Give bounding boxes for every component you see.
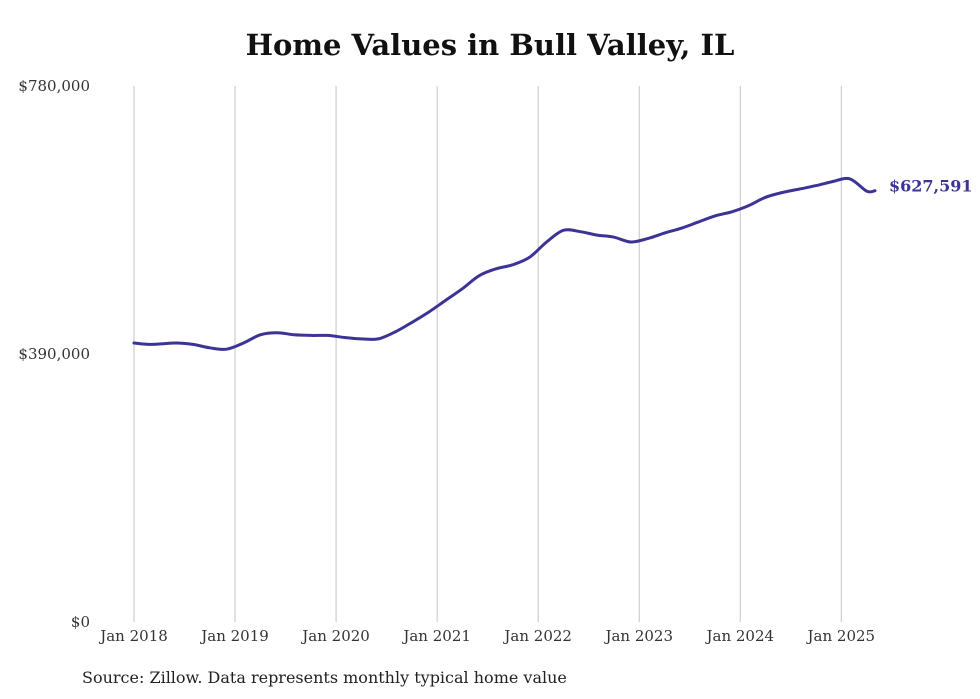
chart-title: Home Values in Bull Valley, IL [245, 28, 735, 62]
x-tick-label: Jan 2019 [199, 627, 269, 645]
series-line [132, 176, 877, 351]
x-tick-label: Jan 2024 [704, 627, 774, 645]
y-tick-label: $780,000 [18, 77, 90, 95]
x-tick-label: Jan 2023 [603, 627, 673, 645]
end-value-label: $627,591 [889, 177, 973, 196]
source-note: Source: Zillow. Data represents monthly … [82, 668, 567, 687]
x-tick-label: Jan 2021 [401, 627, 471, 645]
x-tick-label: Jan 2025 [806, 627, 876, 645]
x-tick-label: Jan 2022 [502, 627, 572, 645]
y-tick-label: $390,000 [18, 345, 90, 363]
y-tick-label: $0 [71, 613, 90, 631]
x-tick-label: Jan 2020 [300, 627, 370, 645]
x-tick-label: Jan 2018 [98, 627, 168, 645]
